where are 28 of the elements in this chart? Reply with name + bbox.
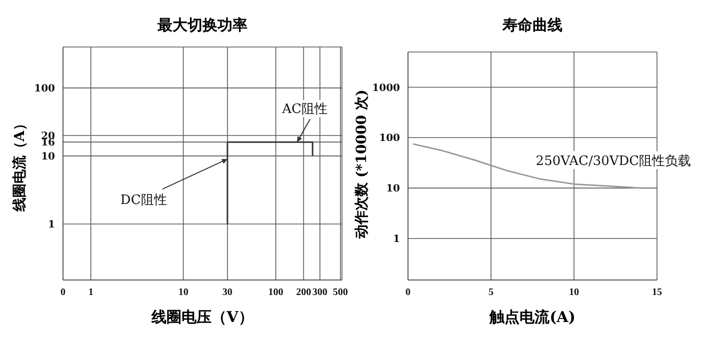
series-label: 250VAC/30VDC阻性负载 <box>536 154 692 170</box>
x-tick-label: 300 <box>312 287 328 298</box>
x-tick-label: 0 <box>406 287 410 298</box>
x-axis-title: 线圈电压（V） <box>150 308 254 327</box>
annotation: AC阻性 <box>281 102 328 118</box>
chart-title: 寿命曲线 <box>501 16 564 35</box>
chart-title: 最大切换功率 <box>156 16 248 35</box>
x-tick-label: 0 <box>60 287 66 298</box>
x-tick-label: 30 <box>222 287 232 298</box>
x-axis-title: 触点电流(A) <box>488 308 576 327</box>
y-tick-label: 100 <box>379 133 400 144</box>
y-tick-label: 10 <box>386 184 400 195</box>
y-tick-label: 1 <box>393 234 400 246</box>
x-tick-label: 5 <box>488 287 494 298</box>
x-tick-label: 1 <box>88 287 94 298</box>
x-tick-label: 200 <box>296 287 312 298</box>
y-tick-label: 1000 <box>372 82 400 94</box>
x-tick-label: 15 <box>652 287 662 298</box>
x-tick-label: 10 <box>178 287 188 298</box>
y-axis-title: 动作次数 (*10000 次) <box>353 88 371 241</box>
annotation: DC阻性 <box>120 193 167 208</box>
x-tick-label: 100 <box>268 287 284 298</box>
y-tick-label: 100 <box>34 83 56 94</box>
x-tick-label: 10 <box>569 287 579 298</box>
y-axis-title: 线圈电流（A） <box>11 116 29 214</box>
x-tick-label: 500 <box>332 287 348 298</box>
y-tick-label: 1 <box>48 220 55 231</box>
y-tick-label: 10 <box>41 152 56 163</box>
